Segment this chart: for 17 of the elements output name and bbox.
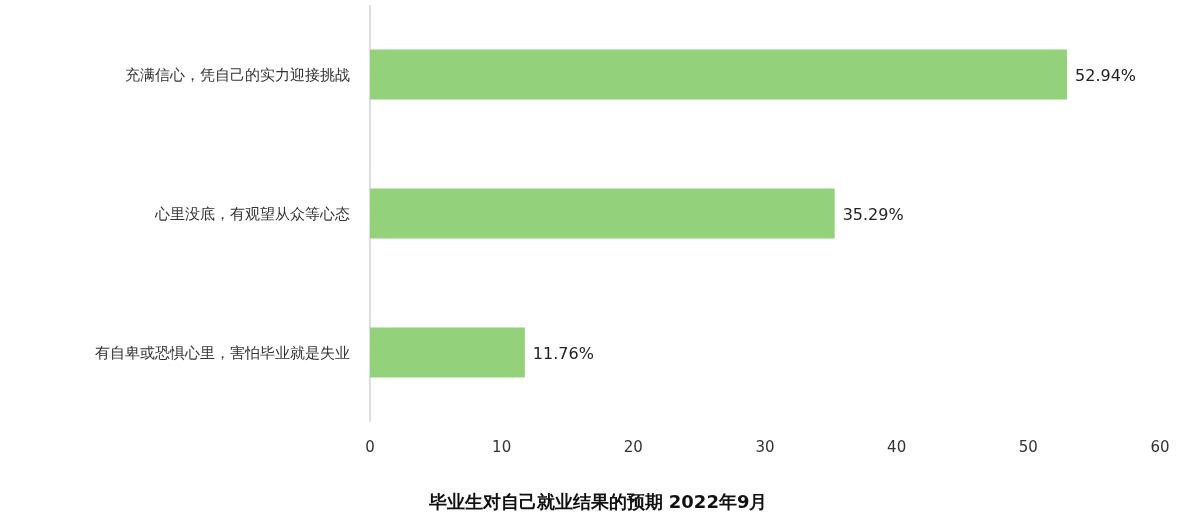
data-label: 35.29%	[842, 204, 904, 224]
x-tick-label: 50	[1018, 438, 1038, 456]
x-tick-label: 0	[365, 438, 375, 456]
x-tick-label: 10	[492, 438, 512, 456]
x-tick-label: 60	[1150, 438, 1170, 456]
bar	[370, 49, 1068, 100]
data-label: 52.94%	[1075, 65, 1137, 85]
y-tick-label: 有自卑或恐惧心里，害怕毕业就是失业	[95, 343, 350, 362]
x-tick-label: 30	[755, 438, 775, 456]
text: 毕业生对自己就业结果的预期 2022年9月	[427, 491, 768, 512]
y-tick-label: 充满信心，凭自己的实力迎接挑战	[125, 65, 350, 84]
x-tick-label: 20	[623, 438, 643, 456]
y-tick-label: 心里没底，有观望从众等心态	[154, 204, 350, 223]
bar	[370, 188, 835, 239]
bar	[370, 327, 525, 378]
data-label: 11.76%	[532, 343, 594, 363]
x-tick-label: 40	[887, 438, 907, 456]
